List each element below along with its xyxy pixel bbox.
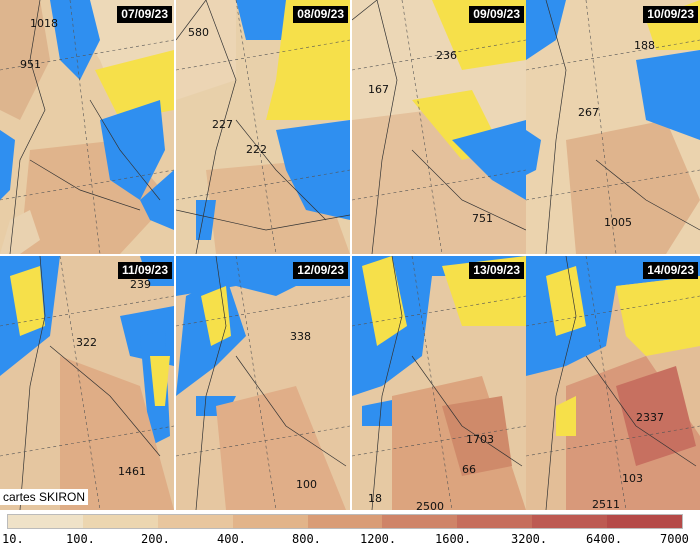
color-scale-bar [7,514,683,529]
scale-tick: 10. [2,532,24,546]
map-grid: 07/09/23 1018 951 08/09/23 580 227 222 [0,0,700,510]
color-swatch [232,515,308,528]
color-swatch [457,515,533,528]
pressure-label: 2511 [592,498,620,510]
credit-label: cartes SKIRON [0,489,89,505]
scale-tick: 400. [217,532,246,546]
scale-tick: 1600. [435,532,472,546]
map-background [0,0,174,254]
map-background [352,0,526,254]
pressure-label: 322 [76,336,97,349]
pressure-label: 103 [622,472,643,485]
map-panel-3: 09/09/23 236 167 751 [352,0,526,254]
pressure-label: 951 [20,58,41,71]
panel-date: 12/09/23 [293,262,348,279]
color-swatch [532,515,608,528]
map-background [176,256,350,510]
map-background [352,256,526,510]
color-swatch [82,515,158,528]
pressure-label: 1461 [118,465,146,478]
pressure-label: 227 [212,118,233,131]
color-swatch [307,515,383,528]
pressure-label: 580 [188,26,209,39]
color-swatch [607,515,683,528]
pressure-label: 1018 [30,17,58,30]
color-swatch [157,515,233,528]
pressure-label: 236 [436,49,457,62]
color-swatch [8,515,83,528]
map-panel-6: 12/09/23 338 100 [176,256,350,510]
pressure-label: 239 [130,278,151,291]
panel-date: 08/09/23 [293,6,348,23]
map-panel-7: 13/09/23 1703 66 18 2500 [352,256,526,510]
panel-date: 14/09/23 [643,262,698,279]
pressure-label: 222 [246,143,267,156]
pressure-label: 751 [472,212,493,225]
pressure-label: 1005 [604,216,632,229]
pressure-label: 66 [462,463,476,476]
panel-date: 10/09/23 [643,6,698,23]
pressure-label: 267 [578,106,599,119]
pressure-label: 338 [290,330,311,343]
color-swatch [382,515,458,528]
map-panel-8: 14/09/23 2337 103 2511 [526,256,700,510]
color-scale-ticks: 10. 100. 200. 400. 800. 1200. 1600. 3200… [0,532,700,548]
pressure-label: 1703 [466,433,494,446]
map-panel-1: 07/09/23 1018 951 [0,0,174,254]
scale-tick: 7000 [660,532,689,546]
scale-tick: 800. [292,532,321,546]
map-panel-5: 11/09/23 239 322 1461 [0,256,174,510]
scale-tick: 3200. [511,532,548,546]
panel-date: 09/09/23 [469,6,524,23]
panel-date: 13/09/23 [469,262,524,279]
pressure-label: 188 [634,39,655,52]
pressure-label: 18 [368,492,382,505]
pressure-label: 100 [296,478,317,491]
panel-date: 07/09/23 [117,6,172,23]
pressure-label: 2500 [416,500,444,510]
map-panel-2: 08/09/23 580 227 222 [176,0,350,254]
scale-tick: 200. [141,532,170,546]
map-panel-4: 10/09/23 188 267 1005 [526,0,700,254]
map-background [176,0,350,254]
panel-date: 11/09/23 [117,262,172,279]
map-background [0,256,174,510]
pressure-label: 2337 [636,411,664,424]
pressure-label: 167 [368,83,389,96]
scale-tick: 100. [66,532,95,546]
map-background [526,256,700,510]
scale-tick: 1200. [360,532,397,546]
scale-tick: 6400. [586,532,623,546]
